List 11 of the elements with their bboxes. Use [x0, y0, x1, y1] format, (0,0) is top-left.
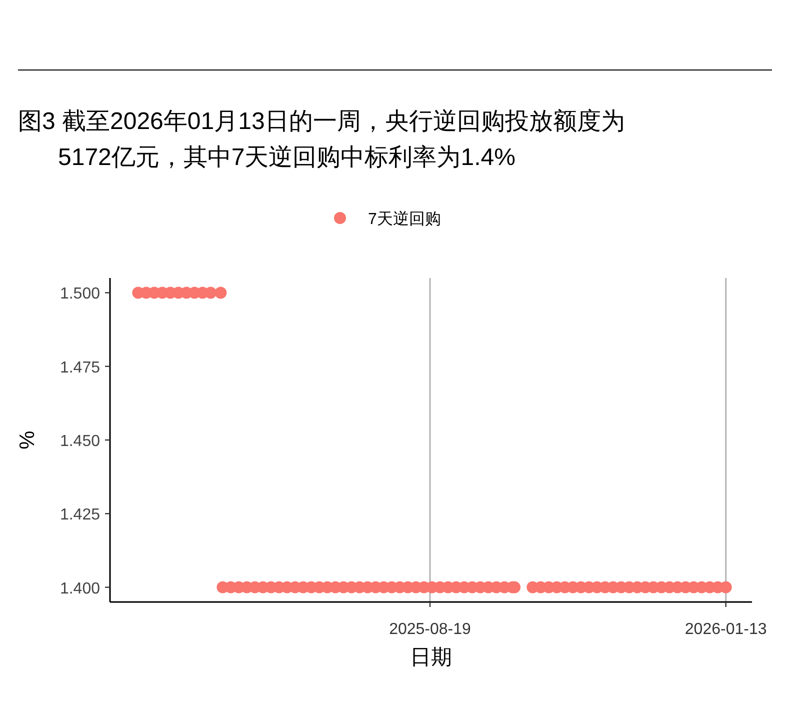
x-axis-title: 日期 — [410, 646, 452, 669]
y-axis-title: % — [16, 430, 39, 450]
y-tick-label: 1.500 — [60, 286, 100, 303]
y-tick-label: 1.425 — [60, 506, 100, 524]
x-tick-label: 2026-01-13 — [684, 621, 767, 638]
y-tick-label: 1.450 — [60, 433, 100, 450]
y-tick-label: 1.400 — [60, 580, 100, 598]
y-tick-label: 1.475 — [60, 359, 100, 376]
x-tick-label: 2025-08-19 — [389, 621, 472, 638]
chart-title: 图3 截至2026年01月13日的一周，央行逆回购投放额度为5172亿元，其中7天逆回购中标利率为1.4% — [18, 107, 626, 173]
legend-label: 7天逆回购 — [368, 210, 441, 228]
